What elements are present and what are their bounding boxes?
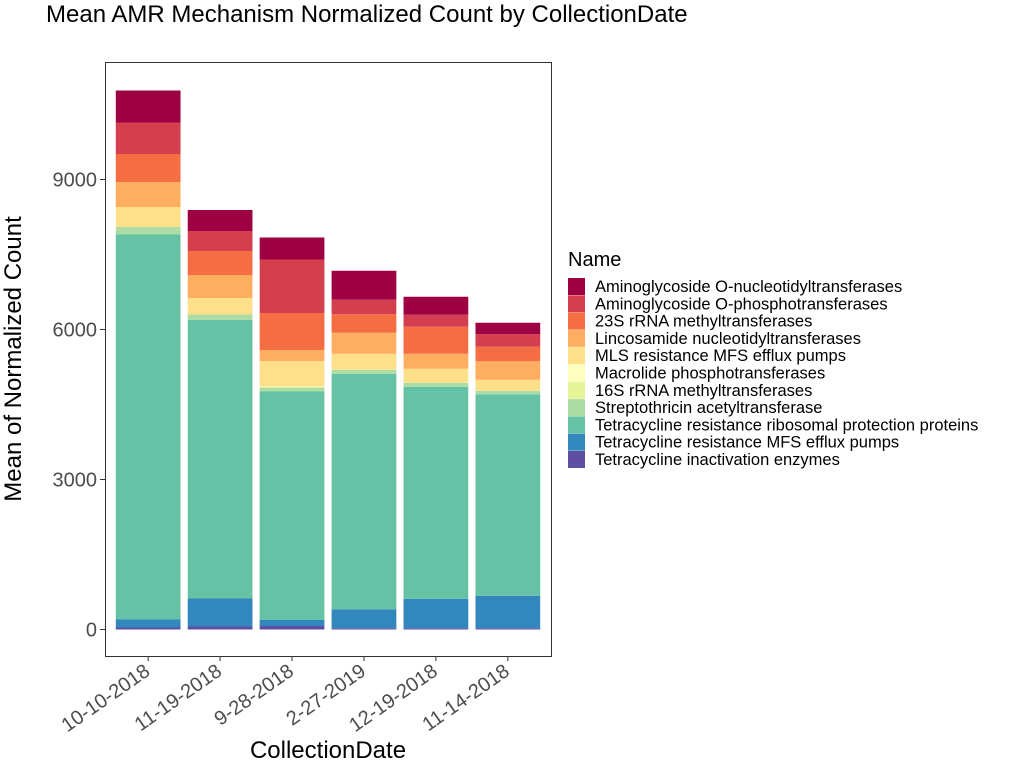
bar-segment <box>259 361 325 387</box>
bar-segment <box>259 386 325 388</box>
bar-segment <box>187 231 253 251</box>
legend-label: 16S rRNA methyltransferases <box>595 382 812 400</box>
bar-segment <box>403 382 469 387</box>
bar-segment <box>259 620 325 626</box>
legend-label: MLS resistance MFS efflux pumps <box>595 347 846 365</box>
bar-segment <box>115 90 181 123</box>
legend-key <box>568 433 585 451</box>
bar-segment <box>187 210 253 231</box>
chart-title: Mean AMR Mechanism Normalized Count by C… <box>46 1 688 28</box>
bar-segment <box>187 314 253 320</box>
bar-segment <box>475 361 541 380</box>
legend-key <box>568 451 585 468</box>
bar-segment <box>403 598 469 629</box>
bar-segment <box>115 619 181 628</box>
legend-title: Name <box>568 249 621 271</box>
bar-segment <box>187 626 253 630</box>
bar-segment <box>403 296 469 315</box>
bar-segment <box>475 595 541 629</box>
legend-label: Tetracycline inactivation enzymes <box>595 451 840 469</box>
bar-segment <box>187 298 253 315</box>
bar-segment <box>115 227 181 235</box>
bar-segment <box>403 628 469 630</box>
bar-segment <box>403 314 469 327</box>
legend-key <box>568 278 585 295</box>
bar-segment <box>403 368 469 383</box>
bar-segment <box>475 394 541 596</box>
legend-label: Aminoglycoside O-phosphotransferases <box>595 295 888 313</box>
bar-segment <box>403 353 469 369</box>
bar-segment <box>259 313 325 350</box>
bar-segment <box>115 207 181 227</box>
legend-label: 23S rRNA methyltransferases <box>595 313 812 331</box>
bar-segment <box>331 369 397 374</box>
x-axis-title: CollectionDate <box>250 737 406 764</box>
bar-segment <box>331 314 397 333</box>
x-tick-label: 9-28-2018 <box>211 660 298 730</box>
bar-segment <box>115 234 181 620</box>
bar-segment <box>187 320 253 599</box>
legend: Name Aminoglycoside O-nucleotidyltransfe… <box>568 249 978 469</box>
bar-segment <box>331 299 397 315</box>
legend-label: Aminoglycoside O-nucleotidyltransferases <box>595 278 902 296</box>
legend-key <box>568 312 585 330</box>
y-axis: 0 3000 6000 9000 <box>53 170 105 642</box>
bar-segment <box>115 182 181 207</box>
bar-segment <box>187 275 253 298</box>
y-tick-label: 0 <box>86 620 97 642</box>
bar-segment <box>475 334 541 347</box>
legend-key <box>568 381 585 399</box>
bar-segment <box>259 391 325 620</box>
bar-segment <box>187 598 253 627</box>
legend-key <box>568 416 585 434</box>
bar-segment <box>475 628 541 630</box>
legend-key <box>568 364 585 382</box>
legend-label: Tetracycline resistance ribosomal protec… <box>595 416 978 434</box>
bar-segment <box>403 386 469 599</box>
bar-segment <box>475 379 541 391</box>
y-tick-label: 6000 <box>53 320 98 342</box>
bar-segment <box>115 122 181 154</box>
bar-segment <box>475 346 541 362</box>
bar-segment <box>115 154 181 182</box>
bars-group <box>115 90 541 630</box>
legend-key <box>568 399 585 417</box>
bar-segment <box>475 322 541 335</box>
bar-segment <box>259 259 325 313</box>
bar-segment <box>331 609 397 629</box>
bar-segment <box>331 353 397 370</box>
bar-segment <box>259 237 325 260</box>
bar-segment <box>475 390 541 395</box>
y-tick-label: 9000 <box>53 170 98 192</box>
bar-segment <box>403 326 469 354</box>
y-tick-label: 3000 <box>53 470 98 492</box>
bar-segment <box>115 627 181 630</box>
y-axis-title: Mean of Normalized Count <box>0 216 27 502</box>
legend-label: Macrolide phosphotransferases <box>595 365 825 383</box>
bar-segment <box>331 270 397 300</box>
bar-segment <box>259 387 325 392</box>
bar-segment <box>331 628 397 630</box>
legend-label: Tetracycline resistance MFS efflux pumps <box>595 434 899 452</box>
bar-segment <box>331 332 397 354</box>
plot-panel-border <box>105 62 552 657</box>
bar-segment <box>259 350 325 361</box>
bar-segment <box>187 251 253 275</box>
bar-segment <box>331 373 397 610</box>
legend-label: Streptothricin acetyltransferase <box>595 399 822 417</box>
legend-key <box>568 295 585 313</box>
x-axis: 10-10-201811-19-20189-28-20182-27-201912… <box>58 656 514 737</box>
legend-label: Lincosamide nucleotidyltransferases <box>595 330 861 348</box>
legend-key <box>568 347 585 365</box>
legend-key <box>568 329 585 347</box>
bar-segment <box>259 626 325 630</box>
